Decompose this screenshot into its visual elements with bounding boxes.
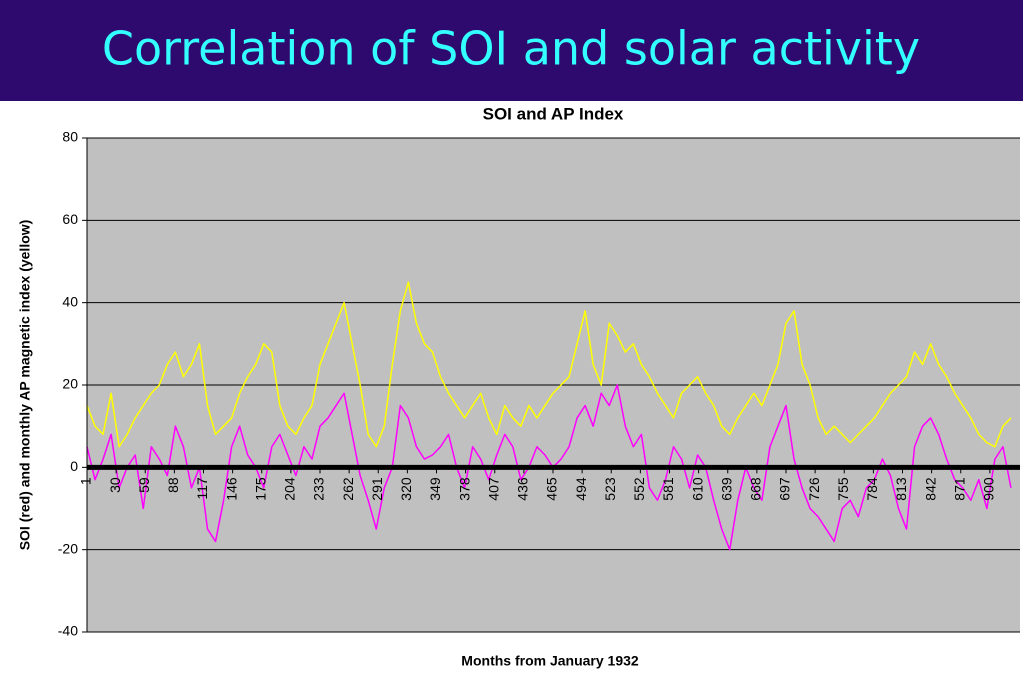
x-tick-label: 436 <box>515 477 531 501</box>
x-tick-label: 262 <box>340 477 356 501</box>
x-tick-label: 494 <box>573 477 589 501</box>
x-tick-label: 204 <box>282 477 298 501</box>
y-axis-label: SOI (red) and monthly AP magnetic index … <box>17 220 33 551</box>
y-tick-label: 20 <box>62 376 78 392</box>
x-tick-label: 59 <box>136 477 152 493</box>
x-tick-label: 378 <box>456 477 472 501</box>
header-bar <box>0 0 1023 101</box>
x-tick-label: 175 <box>252 477 268 501</box>
x-tick-label: 523 <box>602 477 618 501</box>
x-tick-label: 581 <box>660 477 676 501</box>
x-tick-label: 30 <box>107 477 123 493</box>
x-tick-label: 465 <box>544 477 560 501</box>
x-tick-label: 755 <box>835 477 851 501</box>
x-tick-label: 668 <box>748 477 764 501</box>
x-tick-label: 233 <box>311 477 327 501</box>
x-tick-label: 871 <box>951 477 967 501</box>
y-tick-label: -40 <box>58 623 78 639</box>
x-tick-label: 1 <box>78 477 94 485</box>
x-tick-label: 349 <box>427 477 443 501</box>
series-line <box>86 384 1012 551</box>
x-tick-label: 784 <box>864 477 880 501</box>
x-tick-label: 407 <box>485 477 501 501</box>
x-tick-label: 320 <box>398 477 414 501</box>
x-tick-label: 146 <box>223 477 239 501</box>
y-tick-label: 60 <box>62 211 78 227</box>
slide-title: Correlation of SOI and solar activity <box>102 22 920 76</box>
x-tick-label: 610 <box>689 477 705 501</box>
y-tick-label: -20 <box>58 540 78 556</box>
x-tick-label: 639 <box>718 477 734 501</box>
y-tick-label: 80 <box>62 129 78 145</box>
x-axis-label: Months from January 1932 <box>461 653 639 669</box>
x-tick-label: 88 <box>165 477 181 493</box>
x-tick-label: 726 <box>806 477 822 501</box>
x-tick-label: 552 <box>631 477 647 501</box>
x-tick-label: 117 <box>194 477 210 500</box>
x-tick-label: 842 <box>922 477 938 501</box>
x-tick-label: 900 <box>981 477 997 501</box>
y-tick-label: 40 <box>62 293 78 309</box>
y-tick-label: 0 <box>70 458 78 474</box>
x-tick-label: 291 <box>369 477 385 501</box>
series-line <box>86 281 1012 448</box>
x-tick-label: 813 <box>893 477 909 501</box>
x-tick-label: 697 <box>777 477 793 501</box>
chart-title: SOI and AP Index <box>483 104 624 123</box>
